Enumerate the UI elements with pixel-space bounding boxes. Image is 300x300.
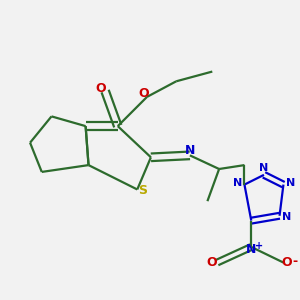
Text: O: O bbox=[281, 256, 292, 269]
Text: S: S bbox=[139, 184, 148, 197]
Text: O: O bbox=[206, 256, 217, 269]
Text: N: N bbox=[185, 144, 195, 157]
Text: +: + bbox=[255, 241, 263, 250]
Text: N: N bbox=[246, 243, 256, 256]
Text: -: - bbox=[292, 255, 297, 268]
Text: N: N bbox=[232, 178, 242, 188]
Text: N: N bbox=[259, 163, 268, 172]
Text: N: N bbox=[282, 212, 292, 222]
Text: O: O bbox=[95, 82, 106, 94]
Text: N: N bbox=[286, 178, 296, 188]
Text: O: O bbox=[139, 88, 149, 100]
